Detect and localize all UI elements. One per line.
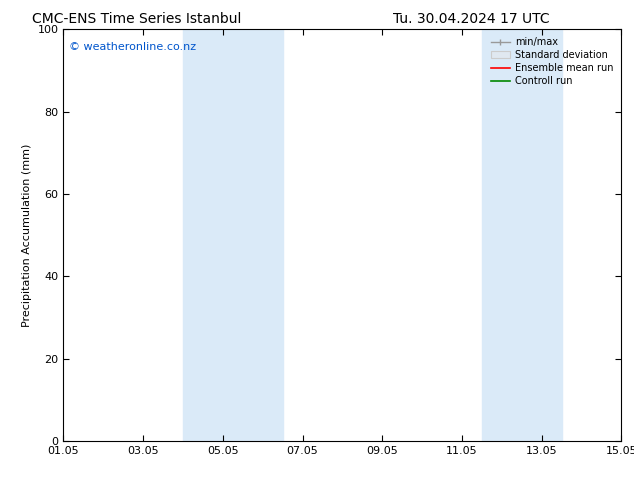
Text: CMC-ENS Time Series Istanbul: CMC-ENS Time Series Istanbul [32,12,241,26]
Text: © weatheronline.co.nz: © weatheronline.co.nz [69,42,196,52]
Legend: min/max, Standard deviation, Ensemble mean run, Controll run: min/max, Standard deviation, Ensemble me… [488,34,616,89]
Bar [183,29,283,441]
Text: Tu. 30.04.2024 17 UTC: Tu. 30.04.2024 17 UTC [393,12,550,26]
Bar [482,29,562,441]
Y-axis label: Precipitation Accumulation (mm): Precipitation Accumulation (mm) [22,144,32,327]
